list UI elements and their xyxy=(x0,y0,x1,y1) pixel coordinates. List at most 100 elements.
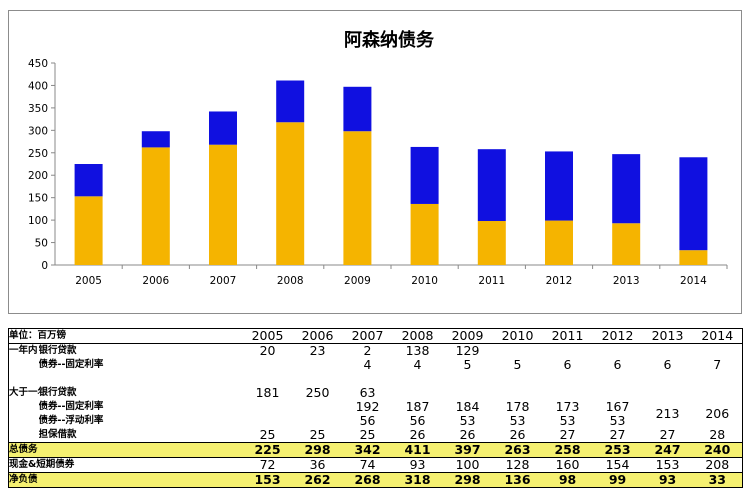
over-guarantee-row-2006: 25 xyxy=(309,428,326,442)
y-tick-label: 150 xyxy=(28,193,48,205)
cash-row-2013: 153 xyxy=(655,457,680,472)
cash-row-2008: 93 xyxy=(409,457,426,472)
within-fixed-rate-row-2011: 6 xyxy=(563,358,572,372)
over-fixed-rate-row-2007: 192 xyxy=(355,400,380,414)
cash-row-2010: 128 xyxy=(505,457,530,472)
net-debt-row: 净负债 153 262 268 318 298 136 98 99 93 33 xyxy=(8,472,744,488)
over-fixed-rate-row-2008: 187 xyxy=(405,400,430,414)
x-tick-label-2007: 2007 xyxy=(210,275,237,287)
within-bank-loan-row-group-label: 一年内 xyxy=(8,343,39,358)
year-header-2008: 2008 xyxy=(392,328,443,344)
cash-row-2005: 72 xyxy=(259,457,276,472)
over-fixed-rate-row-2005 xyxy=(243,400,293,414)
net-debt-row-2007: 268 xyxy=(342,472,393,488)
bar-segment-2009-s1 xyxy=(343,86,372,132)
x-tick-label-2012: 2012 xyxy=(546,275,573,287)
over-fixed-rate-row-2013: 213 xyxy=(655,406,680,421)
over-bank-loan-row-2007: 63 xyxy=(359,386,376,400)
over-bank-loan-row-2006: 250 xyxy=(305,386,330,400)
x-tick-label-2009: 2009 xyxy=(344,275,371,287)
over-floating-rate-row-label: 债券--浮动利率 xyxy=(38,415,104,426)
spacer-row xyxy=(7,372,744,386)
over-floating-rate-row-2007: 56 xyxy=(359,414,376,428)
net-debt-row-2009: 298 xyxy=(442,472,493,488)
bar-segment-2010-s1 xyxy=(410,146,439,204)
total-debt-row-2010: 263 xyxy=(492,442,543,458)
over-floating-rate-row-2005 xyxy=(243,414,293,428)
debt-table-container: 单位：百万镑 2005 2006 2007 2008 2009 2010 2011 2012 20… xyxy=(7,328,744,488)
y-tick-label: 300 xyxy=(28,125,48,137)
table-header-row: 单位：百万镑 2005 2006 2007 2008 2009 2010 2011 2012 20… xyxy=(7,328,744,344)
cash-row-2007: 74 xyxy=(359,457,376,472)
within-bank-loan-row-2005: 20 xyxy=(259,343,276,358)
over-guarantee-row-2011: 27 xyxy=(559,428,576,442)
x-tick-label-2010: 2010 xyxy=(411,275,438,287)
bar-segment-2012-s0 xyxy=(545,220,573,265)
cash-row-group-label: 现金&短期债券 xyxy=(8,457,74,473)
within-fixed-rate-row-2005 xyxy=(243,358,293,372)
within-bank-loan-row-2014 xyxy=(692,343,744,358)
within-fixed-rate-row-2013: 6 xyxy=(663,358,672,372)
y-tick-label: 200 xyxy=(28,170,48,182)
over-bank-loan-row-label: 银行贷款 xyxy=(38,387,77,398)
year-header-2005: 2005 xyxy=(242,328,293,344)
debt-chart: 阿森纳债务 0 50 100 150 200 250 300 350 400 450 2005 2006… xyxy=(8,10,742,314)
within-bank-loan-row-2007: 2 xyxy=(363,343,372,358)
over-guarantee-row-label: 担保借款 xyxy=(38,429,77,440)
net-debt-row-2012: 99 xyxy=(592,472,643,488)
bar-segment-2014-s1 xyxy=(679,157,708,251)
over-guarantee-row-group-label xyxy=(8,428,39,443)
y-tick-label: 100 xyxy=(28,215,48,227)
over-floating-rate-row: 债券--浮动利率 56 56 53 53 53 53 xyxy=(8,414,743,428)
within-fixed-rate-row-2008: 4 xyxy=(413,358,422,372)
bar-segment-2007-s0 xyxy=(209,144,237,265)
spacer-cell-end xyxy=(692,372,744,386)
y-tick-label: 450 xyxy=(28,58,48,70)
bar-segment-2014-s0 xyxy=(679,250,708,265)
bar-segment-2006-s0 xyxy=(141,147,170,265)
within-bank-loan-row-2013 xyxy=(643,344,693,359)
net-debt-row-2010: 136 xyxy=(492,472,543,488)
bar-segment-2008-s1 xyxy=(276,80,305,123)
cash-row-2014: 208 xyxy=(692,457,744,473)
net-debt-row-2014: 33 xyxy=(692,472,744,488)
over-floating-rate-row-group-label xyxy=(8,414,39,428)
total-debt-row-2008: 411 xyxy=(392,442,443,458)
over-fixed-rate-row-2006 xyxy=(293,400,343,414)
over-guarantee-row: 担保借款 25 25 25 26 26 26 27 27 27 28 xyxy=(8,428,744,443)
over-bank-loan-row-group-label: 大于一年 xyxy=(8,386,39,400)
year-header-2009: 2009 xyxy=(442,328,493,344)
over-fixed-rate-row: 债券--固定利率 192 187 184 178 173 167 213 206 xyxy=(8,400,744,428)
over-bank-loan-row-2014 xyxy=(692,386,744,400)
cash-row-2011: 160 xyxy=(555,457,580,472)
year-header-2012: 2012 xyxy=(592,328,643,344)
bar-segment-2012-s1 xyxy=(545,151,573,221)
within-fixed-rate-row-group-label xyxy=(8,358,39,372)
bar-segment-2011-s1 xyxy=(477,149,506,222)
total-debt-row-2012: 253 xyxy=(592,442,643,458)
net-debt-row-group-label: 净负债 xyxy=(8,472,39,488)
x-tick-label-2014: 2014 xyxy=(680,275,707,287)
over-guarantee-row-2009: 26 xyxy=(459,428,476,442)
unit-label: 单位：百万镑 xyxy=(7,328,95,344)
cash-row: 现金&短期债券 72 36 74 93 100 128 160 154 153 208 xyxy=(8,457,744,473)
total-debt-row-group-label: 总债务 xyxy=(8,442,39,458)
y-tick-label: 400 xyxy=(28,80,48,92)
net-debt-row-2011: 98 xyxy=(542,472,593,488)
over-fixed-rate-row-2009: 184 xyxy=(455,400,480,414)
within-fixed-rate-row: 债券--固定利率 4 4 5 5 6 6 6 7 xyxy=(8,358,744,372)
over-fixed-rate-row-group-label xyxy=(8,400,39,414)
y-tick-label: 50 xyxy=(35,238,48,250)
total-debt-row-2005: 225 xyxy=(242,442,293,458)
y-tick-label: 350 xyxy=(28,103,48,115)
x-tick-label-2005: 2005 xyxy=(75,275,102,287)
over-guarantee-row-2010: 26 xyxy=(509,428,526,442)
spacer-cell xyxy=(7,372,693,386)
over-guarantee-row-2013: 27 xyxy=(659,428,676,442)
over-bank-loan-row-2012 xyxy=(593,386,643,400)
over-fixed-rate-row-label: 债券--固定利率 xyxy=(38,401,104,412)
within-fixed-rate-row-2012: 6 xyxy=(613,358,622,372)
net-debt-row-2006: 262 xyxy=(292,472,343,488)
over-bank-loan-row-2005: 181 xyxy=(255,386,280,400)
cash-row-2006: 36 xyxy=(309,457,326,472)
